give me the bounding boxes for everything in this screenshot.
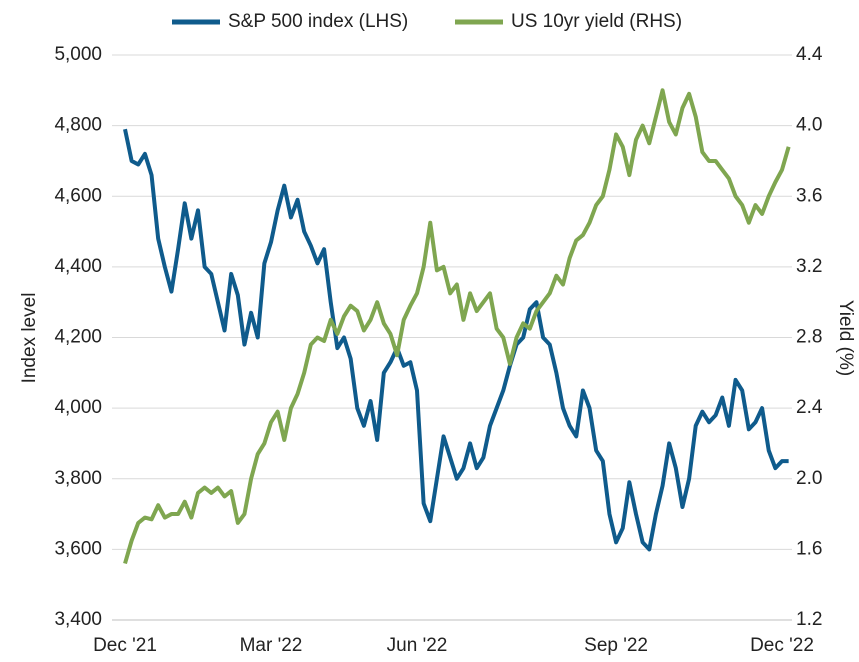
x-tick-label: Dec '22: [750, 635, 814, 656]
y2-tick-label: 2.4: [796, 397, 823, 418]
series-line: [123, 88, 791, 565]
y2-axis-label: Yield (%): [835, 300, 856, 376]
y2-tick-label: 1.6: [796, 538, 822, 559]
y2-tick-label: 3.6: [796, 185, 822, 206]
y-tick-label: 5,000: [54, 44, 102, 65]
x-tick-label: Jun '22: [387, 635, 448, 656]
y-axis-label: Index level: [19, 293, 40, 384]
legend-label: S&P 500 index (LHS): [228, 11, 408, 32]
y-tick-label: 4,800: [54, 115, 102, 136]
series-line: [123, 128, 789, 552]
x-tick-label: Dec '21: [93, 635, 157, 656]
y-tick-label: 4,200: [54, 327, 102, 348]
x-tick-label: Mar '22: [240, 635, 303, 656]
y2-tick-label: 4.4: [796, 44, 823, 65]
y2-tick-label: 4.0: [796, 115, 822, 136]
x-tick-label: Sep '22: [584, 635, 648, 656]
y-tick-label: 3,400: [54, 609, 102, 630]
y2-tick-label: 2.0: [796, 468, 822, 489]
legend-label: US 10yr yield (RHS): [511, 11, 682, 32]
y-tick-label: 3,600: [54, 538, 102, 559]
y-tick-label: 4,000: [54, 397, 102, 418]
y-tick-label: 3,800: [54, 468, 102, 489]
y-tick-label: 4,600: [54, 185, 102, 206]
y-tick-label: 4,400: [54, 256, 102, 277]
y2-tick-label: 3.2: [796, 256, 822, 277]
y2-tick-label: 1.2: [796, 609, 822, 630]
y2-tick-label: 2.8: [796, 327, 822, 348]
